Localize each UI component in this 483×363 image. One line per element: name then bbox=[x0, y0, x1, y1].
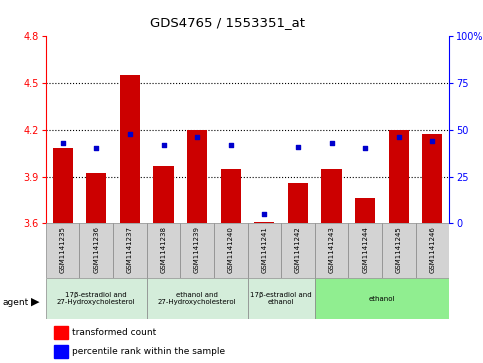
Bar bbox=[389, 130, 409, 223]
Text: GSM1141238: GSM1141238 bbox=[160, 226, 167, 273]
Bar bbox=[154, 166, 173, 223]
Text: GSM1141240: GSM1141240 bbox=[227, 226, 234, 273]
Point bbox=[260, 211, 268, 217]
Point bbox=[126, 131, 134, 136]
Bar bbox=[322, 169, 341, 223]
Bar bbox=[54, 326, 68, 339]
Text: GSM1141236: GSM1141236 bbox=[93, 226, 99, 273]
Text: 17β-estradiol and
27-Hydroxycholesterol: 17β-estradiol and 27-Hydroxycholesterol bbox=[57, 292, 136, 305]
Point bbox=[59, 140, 67, 146]
Bar bbox=[147, 278, 248, 319]
Bar bbox=[86, 174, 106, 223]
Bar bbox=[214, 223, 247, 278]
Bar bbox=[248, 223, 281, 278]
Text: GSM1141244: GSM1141244 bbox=[362, 226, 368, 273]
Text: GSM1141241: GSM1141241 bbox=[261, 226, 268, 273]
Bar bbox=[315, 278, 449, 319]
Text: GSM1141242: GSM1141242 bbox=[295, 226, 301, 273]
Bar bbox=[147, 223, 180, 278]
Bar bbox=[355, 198, 375, 223]
Bar bbox=[221, 169, 241, 223]
Bar bbox=[382, 223, 415, 278]
Text: GSM1141246: GSM1141246 bbox=[429, 226, 435, 273]
Text: agent: agent bbox=[2, 298, 28, 306]
Bar bbox=[187, 130, 207, 223]
Text: GSM1141245: GSM1141245 bbox=[396, 226, 402, 273]
Bar bbox=[248, 278, 315, 319]
Text: ethanol and
27-Hydroxycholesterol: ethanol and 27-Hydroxycholesterol bbox=[158, 292, 237, 305]
Bar bbox=[422, 134, 442, 223]
Point bbox=[361, 146, 369, 151]
Bar bbox=[80, 223, 113, 278]
Text: GSM1141237: GSM1141237 bbox=[127, 226, 133, 273]
Bar bbox=[120, 75, 140, 223]
Point bbox=[294, 144, 302, 150]
Text: 17β-estradiol and
ethanol: 17β-estradiol and ethanol bbox=[250, 292, 312, 305]
Point bbox=[227, 142, 235, 148]
Bar bbox=[54, 345, 68, 358]
Text: transformed count: transformed count bbox=[72, 328, 156, 337]
Point bbox=[193, 134, 201, 140]
Bar bbox=[288, 183, 308, 223]
Bar bbox=[180, 223, 214, 278]
Point bbox=[160, 142, 168, 148]
Bar bbox=[46, 223, 80, 278]
Bar bbox=[348, 223, 382, 278]
Text: ethanol: ethanol bbox=[369, 295, 395, 302]
Point bbox=[428, 138, 436, 144]
Text: GSM1141243: GSM1141243 bbox=[328, 226, 335, 273]
Bar bbox=[46, 278, 147, 319]
Text: GSM1141235: GSM1141235 bbox=[60, 226, 66, 273]
Text: ▶: ▶ bbox=[30, 297, 39, 307]
Text: GDS4765 / 1553351_at: GDS4765 / 1553351_at bbox=[150, 16, 304, 29]
Bar bbox=[415, 223, 449, 278]
Point bbox=[327, 140, 335, 146]
Bar bbox=[281, 223, 315, 278]
Point bbox=[395, 134, 403, 140]
Text: GSM1141239: GSM1141239 bbox=[194, 226, 200, 273]
Bar bbox=[315, 223, 348, 278]
Point bbox=[92, 146, 100, 151]
Bar bbox=[113, 223, 147, 278]
Bar bbox=[53, 148, 73, 223]
Text: percentile rank within the sample: percentile rank within the sample bbox=[72, 347, 225, 356]
